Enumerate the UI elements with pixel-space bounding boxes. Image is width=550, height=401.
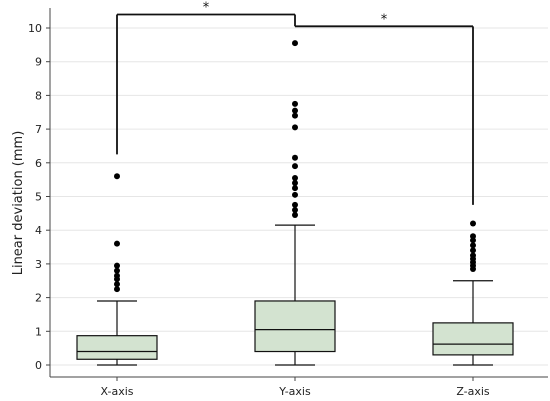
y-tick-label: 10 (28, 22, 42, 35)
y-tick-label: 9 (35, 56, 42, 69)
significance-y-axis-z-axis: * (295, 12, 474, 205)
outlier-point (292, 40, 298, 47)
x-tick-labels: X-axis Y-axis Z-axis (101, 385, 490, 398)
outlier-point (292, 154, 298, 161)
outlier-point (292, 112, 298, 119)
y-tick-label: 0 (35, 359, 42, 372)
x-tick-label: Z-axis (456, 385, 490, 398)
y-tick-label: 2 (35, 292, 42, 305)
outlier-point (292, 174, 298, 181)
outlier-point (114, 240, 120, 247)
box-y-axis (254, 40, 336, 366)
outlier-point (292, 124, 298, 131)
outlier-point (292, 180, 298, 187)
iqr-box (76, 335, 158, 360)
outlier-point (114, 173, 120, 180)
x-tick-label: X-axis (101, 385, 134, 398)
outlier-point (292, 107, 298, 114)
outlier-point (470, 233, 476, 240)
iqr-box (254, 300, 336, 353)
y-tick-label: 5 (35, 191, 42, 204)
outlier-point (114, 272, 120, 279)
outlier-point (470, 247, 476, 254)
significance-x-axis-y-axis: * (116, 1, 296, 155)
y-tick-label: 6 (35, 157, 42, 170)
outlier-point (292, 185, 298, 192)
outlier-point (114, 281, 120, 288)
significance-label: * (203, 1, 210, 16)
box-z-axis (432, 220, 514, 366)
outlier-point (292, 163, 298, 170)
y-tick-label: 7 (35, 123, 42, 136)
axes (46, 8, 548, 381)
y-tick-label: 4 (35, 224, 42, 237)
x-tick-label: Y-axis (278, 385, 311, 398)
y-tick-labels: 0 1 2 3 4 5 6 7 8 9 10 (28, 22, 42, 372)
outlier-point (292, 206, 298, 213)
significance-label: * (381, 12, 388, 27)
y-axis-title: Linear deviation (mm) (11, 131, 26, 276)
outlier-point (292, 100, 298, 107)
outlier-point (292, 191, 298, 198)
outlier-point (470, 242, 476, 249)
y-tick-label: 3 (35, 258, 42, 271)
outlier-point (292, 212, 298, 219)
outlier-point (114, 262, 120, 269)
outlier-point (470, 220, 476, 227)
y-tick-label: 1 (35, 325, 42, 338)
iqr-box (432, 322, 514, 356)
boxes (76, 40, 514, 366)
outlier-point (114, 267, 120, 274)
significance-brackets: ** (116, 1, 474, 205)
gridlines (50, 27, 548, 366)
outlier-point (114, 286, 120, 293)
outlier-point (292, 201, 298, 208)
box-x-axis (76, 173, 158, 366)
outlier-point (470, 252, 476, 259)
y-tick-label: 8 (35, 89, 42, 102)
